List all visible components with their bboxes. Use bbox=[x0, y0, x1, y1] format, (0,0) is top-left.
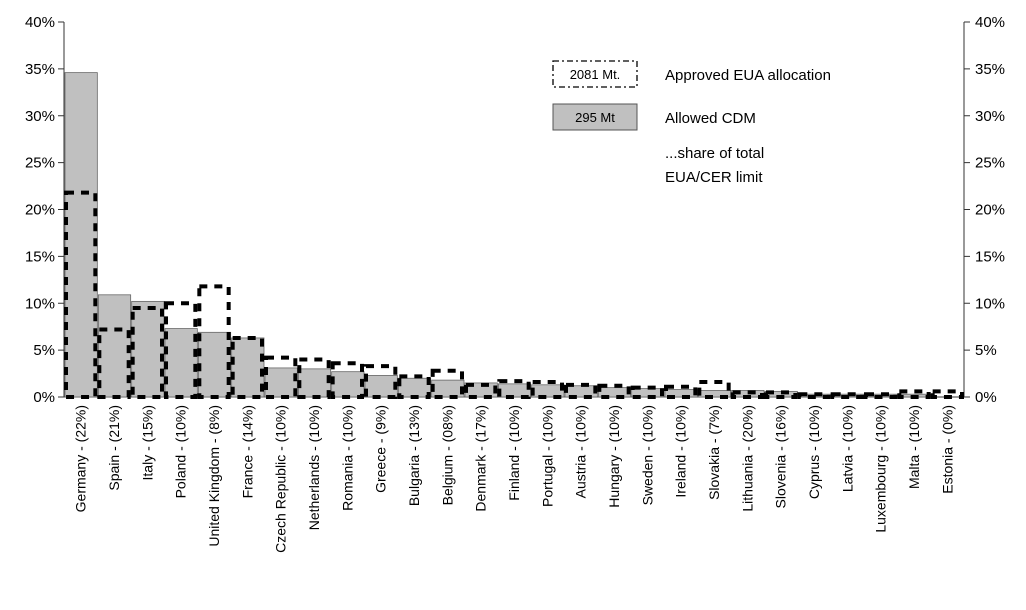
eua-bar bbox=[64, 190, 98, 399]
eua-bar bbox=[464, 382, 498, 399]
x-tick-label: Luxembourg - (10%) bbox=[873, 405, 889, 533]
eua-bar bbox=[764, 390, 798, 399]
y-tick-label-right: 5% bbox=[975, 342, 997, 359]
eua-bar bbox=[630, 385, 665, 399]
cdm-bar bbox=[231, 337, 265, 398]
x-tick-label: Czech Republic - (10%) bbox=[273, 405, 289, 553]
y-tick-label-right: 20% bbox=[975, 202, 1005, 219]
x-tick-label: Malta - (10%) bbox=[906, 405, 922, 489]
y-tick-label-right: 0% bbox=[975, 389, 997, 406]
cdm-bar bbox=[331, 371, 365, 398]
y-axis-right-ticks: 0% 5% 10% 15% 20% 25% 30% 35% 40% bbox=[964, 14, 1005, 406]
y-tick-label-left: 15% bbox=[25, 248, 55, 265]
x-tick-label: Poland - (10%) bbox=[173, 405, 189, 498]
legend-eua-swatch bbox=[552, 60, 638, 88]
legend-cdm-swatch bbox=[552, 103, 638, 131]
eua-bar bbox=[664, 384, 698, 399]
cdm-bar bbox=[397, 377, 432, 398]
y-tick-label-left: 25% bbox=[25, 155, 55, 172]
cdm-bar bbox=[197, 331, 232, 398]
eua-bar bbox=[597, 383, 631, 399]
y-tick-label-right: 15% bbox=[975, 248, 1005, 265]
x-tick-label: Hungary - (10%) bbox=[606, 405, 622, 508]
eua-bars bbox=[64, 190, 965, 399]
eua-bar bbox=[930, 389, 965, 399]
eua-bar bbox=[897, 389, 931, 399]
x-tick-label: Italy - (15%) bbox=[139, 405, 155, 480]
eua-bar bbox=[530, 380, 565, 399]
legend-note-line-2: EUA/CER limit bbox=[665, 169, 763, 186]
eua-bar bbox=[297, 357, 331, 399]
eua-bar bbox=[564, 382, 598, 399]
y-axis-left-ticks: 0% 5% 10% 15% 20% 25% 30% 35% 40% bbox=[25, 14, 64, 406]
legend: 2081 Mt. Approved EUA allocation 295 Mt … bbox=[552, 60, 831, 186]
x-tick-label: Denmark - (17%) bbox=[473, 405, 489, 512]
eua-bar bbox=[497, 379, 531, 399]
x-tick-label: Sweden - (10%) bbox=[639, 405, 655, 505]
x-tick-label: Latvia - (10%) bbox=[839, 405, 855, 492]
y-tick-label-left: 10% bbox=[25, 295, 55, 312]
legend-note-line-1: ...share of total bbox=[665, 145, 764, 162]
cdm-bar bbox=[431, 379, 465, 398]
eua-bar bbox=[797, 392, 831, 399]
x-tick-label: Bulgaria - (13%) bbox=[406, 405, 422, 506]
eua-bar bbox=[397, 374, 431, 399]
x-tick-label: Greece - (9%) bbox=[373, 405, 389, 493]
cdm-bars bbox=[64, 72, 932, 398]
x-tick-label: Lithuania - (20%) bbox=[739, 405, 755, 512]
cdm-bar bbox=[97, 294, 132, 398]
cdm-bar bbox=[297, 368, 332, 398]
eua-bar bbox=[197, 284, 231, 399]
eua-bar bbox=[864, 392, 898, 399]
cdm-bar bbox=[164, 328, 198, 398]
x-tick-label: Germany - (22%) bbox=[73, 405, 89, 512]
x-tick-label: Slovenia - (16%) bbox=[773, 405, 789, 509]
x-tick-label: Ireland - (10%) bbox=[673, 405, 689, 498]
x-tick-label: Spain - (21%) bbox=[106, 405, 122, 491]
eua-bar bbox=[97, 327, 131, 399]
legend-eua-box-text: 2081 Mt. bbox=[570, 67, 621, 82]
cdm-bar bbox=[64, 72, 98, 398]
x-tick-label: Slovakia - (7%) bbox=[706, 405, 722, 500]
y-tick-label-right: 40% bbox=[975, 14, 1005, 31]
eua-bar bbox=[697, 380, 731, 399]
y-tick-label-left: 35% bbox=[25, 61, 55, 78]
cdm-bar bbox=[364, 375, 398, 398]
cdm-bar bbox=[264, 367, 298, 398]
x-tick-label: Romania - (10%) bbox=[339, 405, 355, 511]
x-tick-label: Belgium - (08%) bbox=[439, 405, 455, 505]
x-tick-label: Estonia - (0%) bbox=[939, 405, 955, 494]
y-tick-label-right: 10% bbox=[975, 295, 1005, 312]
x-tick-label: Finland - (10%) bbox=[506, 405, 522, 501]
cdm-bar bbox=[131, 300, 165, 398]
x-tick-label: Cyprus - (10%) bbox=[806, 405, 822, 499]
legend-eua-label: Approved EUA allocation bbox=[665, 67, 831, 84]
y-tick-label-left: 5% bbox=[33, 342, 55, 359]
x-tick-label: Austria - (10%) bbox=[573, 405, 589, 498]
eua-bar bbox=[730, 390, 765, 399]
x-tick-label: Portugal - (10%) bbox=[539, 405, 555, 507]
eua-bar bbox=[830, 392, 865, 399]
y-tick-label-left: 0% bbox=[33, 389, 55, 406]
y-tick-label-left: 40% bbox=[25, 14, 55, 31]
x-tick-label: France - (14%) bbox=[239, 405, 255, 498]
eua-bar bbox=[164, 301, 198, 399]
eua-bar bbox=[364, 364, 398, 399]
x-tick-label: Netherlands - (10%) bbox=[306, 405, 322, 530]
y-tick-label-right: 35% bbox=[975, 61, 1005, 78]
y-tick-label-left: 20% bbox=[25, 202, 55, 219]
y-tick-label-right: 25% bbox=[975, 155, 1005, 172]
x-axis-labels: Germany - (22%) Spain - (21%) Italy - (15%… bbox=[73, 405, 956, 553]
eua-bar bbox=[330, 361, 364, 399]
eua-bar bbox=[264, 355, 298, 399]
x-tick-label: United Kingdom - (8%) bbox=[206, 405, 222, 547]
y-tick-label-right: 30% bbox=[975, 108, 1005, 125]
legend-cdm-label: Allowed CDM bbox=[665, 110, 756, 127]
y-tick-label-left: 30% bbox=[25, 108, 55, 125]
legend-cdm-box-text: 295 Mt bbox=[575, 110, 615, 125]
